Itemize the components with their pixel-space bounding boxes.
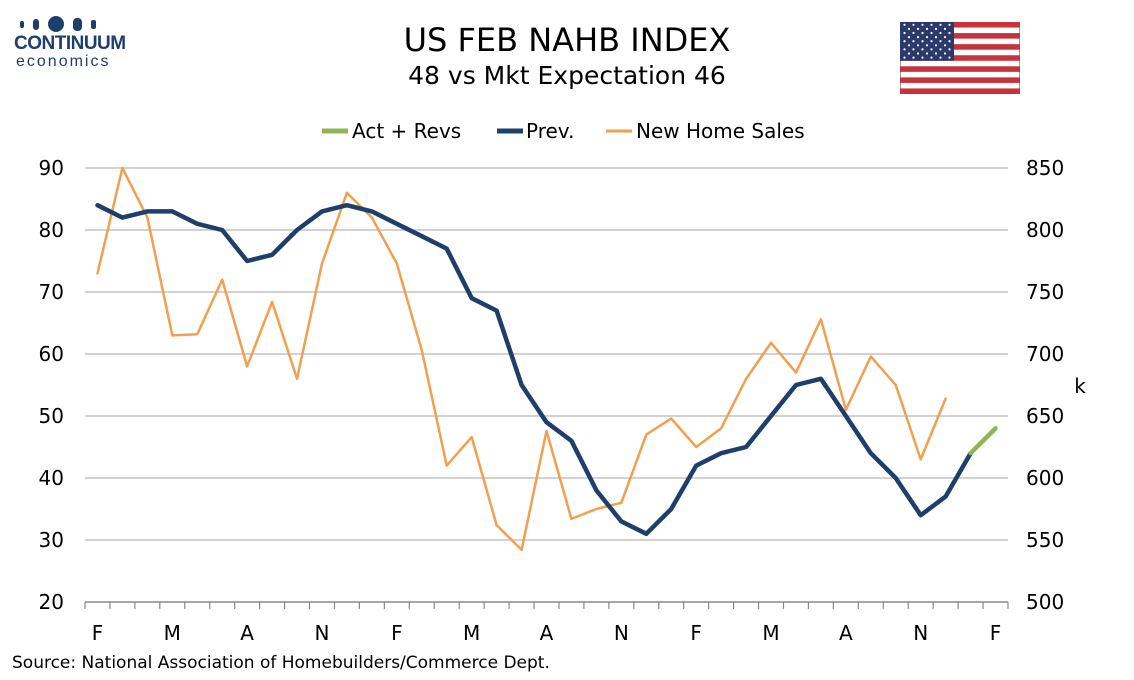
us-flag-icon: [900, 22, 1020, 94]
y2-tick-label: 650: [1026, 404, 1064, 428]
y2-tick-label: 600: [1026, 466, 1064, 490]
y-tick-label: 90: [39, 156, 64, 180]
y-tick-label: 40: [39, 466, 64, 490]
x-tick-label: F: [690, 621, 702, 645]
y-tick-label: 80: [39, 218, 64, 242]
series-line-act-revs: [968, 426, 998, 456]
source-note: Source: National Association of Homebuil…: [12, 653, 550, 673]
legend-label: Prev.: [526, 119, 574, 143]
grid-lines: [85, 167, 1008, 541]
x-tick-label: M: [762, 621, 779, 645]
x-tick-label: N: [913, 621, 928, 645]
legend-label: Act + Revs: [352, 119, 461, 143]
y2-tick-label: 550: [1026, 528, 1064, 552]
series-lines: [95, 166, 998, 552]
x-tick-label: F: [990, 621, 1002, 645]
chart-title: US FEB NAHB INDEX: [403, 21, 731, 59]
series-line-prev: [95, 202, 973, 537]
x-tick-label: M: [164, 621, 181, 645]
chart-subtitle: 48 vs Mkt Expectation 46: [408, 61, 726, 90]
logo-main-text: CONTINUUM: [14, 33, 126, 54]
y-tick-label: 70: [39, 280, 64, 304]
y2-axis-label: k: [1074, 374, 1086, 398]
legend: Act + Revs Prev. New Home Sales: [322, 119, 805, 143]
x-tick-label: A: [240, 621, 254, 645]
x-tick-label: A: [839, 621, 853, 645]
continuum-logo: CONTINUUM economics: [14, 14, 144, 78]
x-tick-label: F: [391, 621, 403, 645]
x-tick-label: F: [92, 621, 104, 645]
y2-tick-label: 800: [1026, 218, 1064, 242]
x-tick-label: N: [315, 621, 330, 645]
x-tick-label: N: [614, 621, 629, 645]
legend-label: New Home Sales: [636, 119, 805, 143]
y-axis-right: 500 550 600 650 700 750 800 850: [1026, 156, 1064, 614]
y2-tick-label: 850: [1026, 156, 1064, 180]
x-tick-label: A: [540, 621, 554, 645]
y2-tick-label: 750: [1026, 280, 1064, 304]
series-line-new-home-sales: [96, 166, 947, 552]
y-tick-label: 60: [39, 342, 64, 366]
x-tick-label: M: [463, 621, 480, 645]
y-tick-label: 30: [39, 528, 64, 552]
y2-tick-label: 700: [1026, 342, 1064, 366]
logo-sub-text: economics: [16, 53, 111, 70]
y-tick-label: 50: [39, 404, 64, 428]
logo-dots-icon: [20, 14, 144, 34]
y-axis-left: 20 30 40 50 60 70 80 90: [39, 156, 64, 614]
y2-tick-label: 500: [1026, 590, 1064, 614]
y-tick-label: 20: [39, 590, 64, 614]
